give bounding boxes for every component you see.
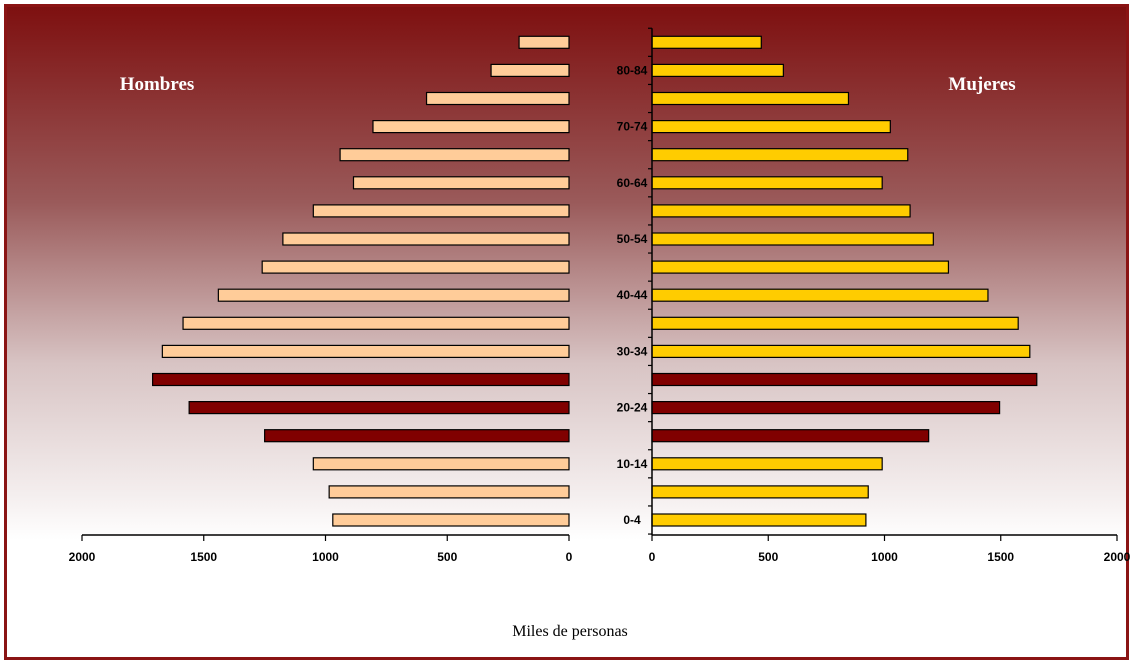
mujeres-bar-55-59 xyxy=(651,204,911,218)
x-axis-label: Miles de personas xyxy=(512,623,628,640)
hombres-bar-0-4 xyxy=(332,513,570,527)
mujeres-bar-50-54 xyxy=(651,232,934,246)
hombres-bars xyxy=(152,35,570,527)
hombres-bar-10-14 xyxy=(312,457,570,471)
hombres-bar-55-59 xyxy=(312,204,570,218)
hombres-x-tick-label: 2000 xyxy=(69,550,96,564)
hombres-x-tick-label: 500 xyxy=(437,550,457,564)
hombres-bar-45-49 xyxy=(261,260,570,274)
age-tick-label: 80-84 xyxy=(617,63,648,77)
hombres-label: Hombres xyxy=(120,74,195,95)
hombres-bar-50-54 xyxy=(282,232,570,246)
mujeres-x-tick-label: 500 xyxy=(758,550,778,564)
chart-axes: 0 0 500 500 1000 1000 1500 1500 2000 2000 0-4 10-14… xyxy=(69,27,1131,564)
hombres-bar-60-64 xyxy=(352,176,570,190)
age-tick-label: 50-54 xyxy=(617,232,648,246)
age-tick-label: 70-74 xyxy=(617,120,648,134)
mujeres-bar-65-69 xyxy=(651,148,909,162)
mujeres-bar-85+ xyxy=(651,35,762,49)
age-tick-label: 10-14 xyxy=(617,457,648,471)
mujeres-bar-20-24 xyxy=(651,401,1001,415)
age-tick-label: 20-24 xyxy=(617,401,648,415)
mujeres-x-tick-label: 0 xyxy=(649,550,656,564)
mujeres-bar-10-14 xyxy=(651,457,883,471)
mujeres-bar-40-44 xyxy=(651,288,989,302)
mujeres-bar-30-34 xyxy=(651,344,1031,358)
mujeres-bar-60-64 xyxy=(651,176,883,190)
hombres-bar-25-29 xyxy=(152,372,570,387)
mujeres-x-tick-label: 1000 xyxy=(871,550,898,564)
hombres-bar-20-24 xyxy=(188,401,570,415)
hombres-bar-65-69 xyxy=(339,148,570,162)
age-tick-label: 0-4 xyxy=(623,513,641,527)
hombres-bar-15-19 xyxy=(264,429,570,443)
hombres-bar-40-44 xyxy=(217,288,570,302)
mujeres-bar-5-9 xyxy=(651,485,869,499)
hombres-bar-5-9 xyxy=(328,485,570,499)
mujeres-x-tick-label: 2000 xyxy=(1104,550,1131,564)
mujeres-bar-80-84 xyxy=(651,63,784,78)
mujeres-bar-75-79 xyxy=(651,91,850,106)
mujeres-bars xyxy=(651,35,1038,527)
mujeres-bar-15-19 xyxy=(651,429,930,443)
hombres-x-tick-label: 0 xyxy=(566,550,573,564)
hombres-x-tick-label: 1000 xyxy=(312,550,339,564)
mujeres-bar-25-29 xyxy=(651,372,1038,387)
hombres-bar-30-34 xyxy=(161,344,570,358)
chart-frame xyxy=(4,4,1129,660)
hombres-bar-35-39 xyxy=(182,316,570,330)
age-tick-label: 30-34 xyxy=(617,344,648,358)
hombres-bar-80-84 xyxy=(490,63,570,78)
age-tick-label: 40-44 xyxy=(617,288,648,302)
hombres-x-tick-label: 1500 xyxy=(190,550,217,564)
hombres-bar-70-74 xyxy=(372,119,570,134)
mujeres-bar-45-49 xyxy=(651,260,950,274)
hombres-bar-75-79 xyxy=(425,91,570,106)
mujeres-bar-35-39 xyxy=(651,316,1019,330)
age-tick-label: 60-64 xyxy=(617,176,648,190)
mujeres-label: Mujeres xyxy=(948,74,1015,95)
mujeres-bar-70-74 xyxy=(651,119,891,134)
mujeres-bar-0-4 xyxy=(651,513,867,527)
hombres-bar-85+ xyxy=(518,35,570,49)
mujeres-x-tick-label: 1500 xyxy=(987,550,1014,564)
